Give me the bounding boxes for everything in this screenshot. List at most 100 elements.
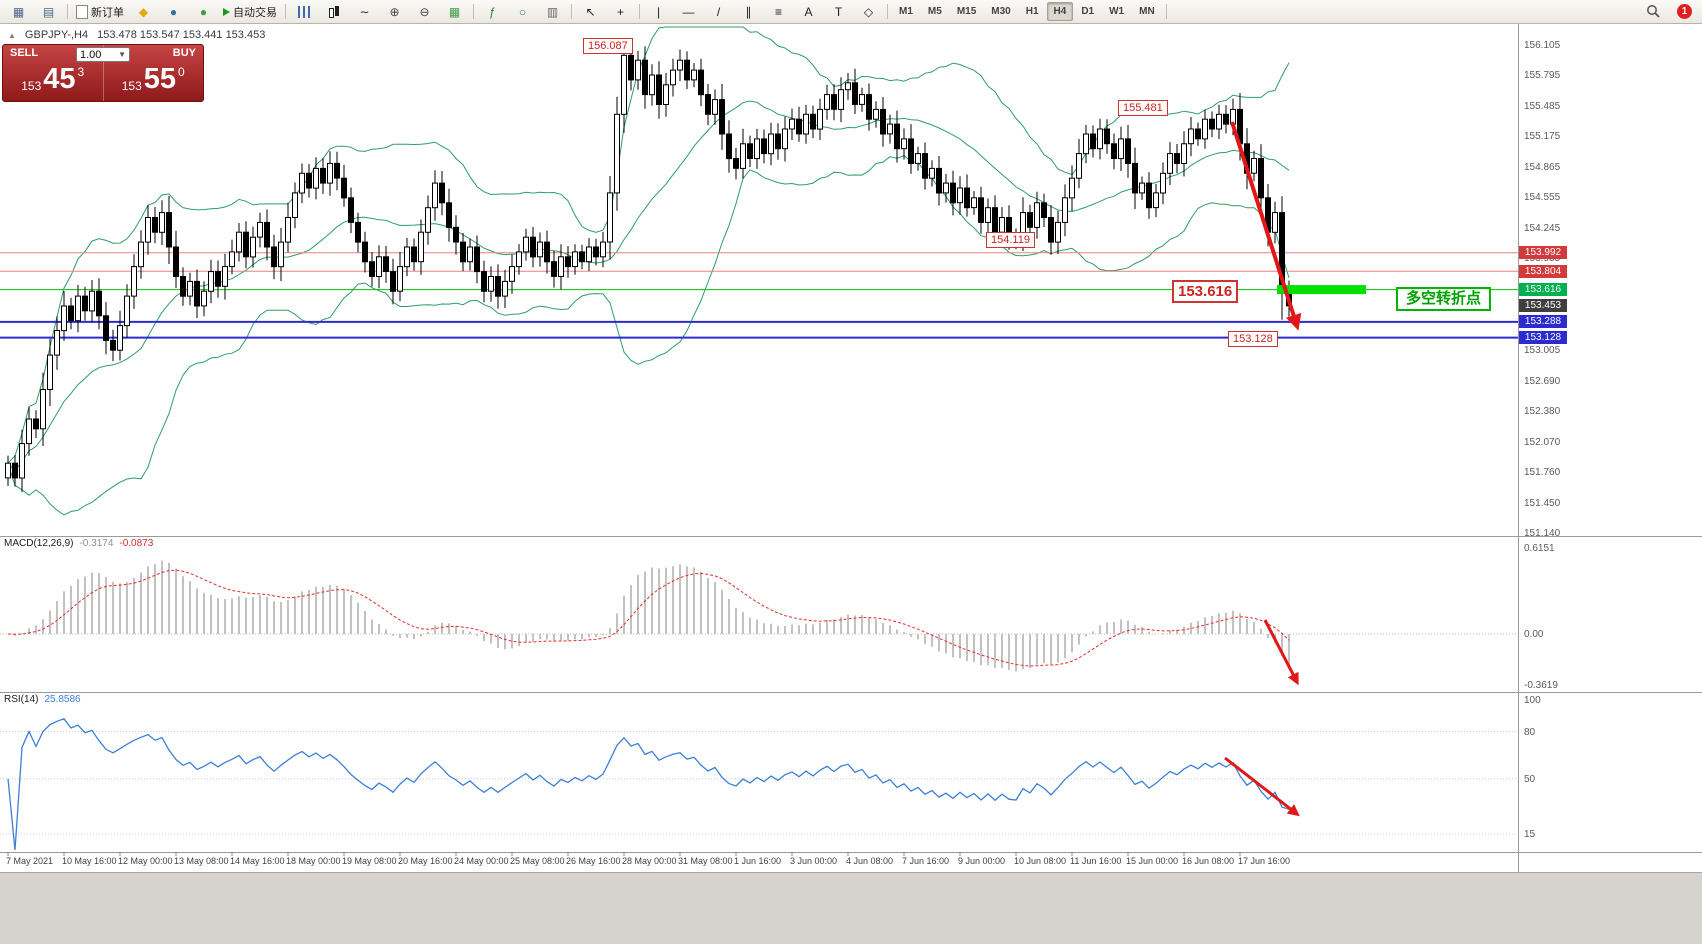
new-chart-icon[interactable]: ▦ [4,1,33,23]
timeframe-m1[interactable]: M1 [899,6,913,17]
shapes-icon[interactable]: ◇ [854,1,883,23]
time-axis-label: 7 May 2021 [6,856,54,866]
price-axis-label: 152.380 [1524,406,1561,417]
search-icon [1647,5,1660,18]
sell-price-big: 45 [43,63,76,95]
time-axis-label: 16 Jun 08:00 [1182,856,1235,866]
profiles-icon[interactable]: ▤ [34,1,63,23]
tile-windows-icon[interactable]: ▦ [440,1,469,23]
candlestick-chart-icon[interactable] [320,1,349,23]
macd-axis-label: 0.00 [1524,629,1544,640]
new-order-button-label: 新订单 [91,6,124,19]
time-axis-label: 26 May 16:00 [566,856,621,866]
cursor-icon[interactable]: ↖ [576,1,605,23]
shapes-icon-glyph: ◇ [863,4,874,19]
zoom-in-icon-glyph: ⊕ [389,4,400,19]
time-axis-label: 3 Jun 00:00 [790,856,838,866]
text-icon-glyph: A [804,4,813,19]
fibonacci-icon[interactable]: ≡ [764,1,793,23]
price-callout-label: 155.481 [1118,100,1168,116]
vertical-line-icon[interactable]: | [644,1,673,23]
new-order-button[interactable]: 新订单 [72,1,128,23]
buy-price: 153 55 0 [104,61,204,101]
strategy-tester-icon[interactable]: ● [189,1,218,23]
time-axis-label: 28 May 00:00 [622,856,677,866]
price-axis-label: 153.005 [1524,345,1561,356]
price-tag: 153.453 [1519,299,1567,312]
text-label-icon[interactable]: T [824,1,853,23]
rsi-axis-label: 100 [1524,695,1541,706]
time-axis-label: 15 Jun 00:00 [1126,856,1179,866]
macd-signal-value: -0.0873 [119,538,154,549]
toolbar-separator [571,4,572,19]
text-label-icon-glyph: T [834,4,843,19]
timeframe-h1[interactable]: H1 [1025,6,1039,17]
buy-price-big: 55 [143,63,177,95]
periods-icon[interactable]: ○ [508,1,537,23]
templates-icon-glyph: ▥ [546,4,559,19]
sell-price-main: 153 [21,79,42,93]
time-axis-label: 17 Jun 16:00 [1238,856,1291,866]
trendline-icon[interactable]: / [704,1,733,23]
toolbar-separator [473,4,474,19]
rsi-label: RSI(14) 25.8586 [4,694,81,705]
market-watch-icon-glyph: ● [169,4,178,19]
periods-icon-glyph: ○ [518,4,527,19]
toolbar-items: ▦ ▤ 新订单 ◆ ● ● 自动交易 ∼ ⊕ ⊖ ▦ ƒ ○ ▥ ↖ + | — / ∥ ≡ A T ◇ M1 M5 M15 M30 H… [4,1,1170,23]
timeframe-w1[interactable]: W1 [1109,6,1125,17]
cursor-icon-glyph: ↖ [585,4,596,19]
buy-price-sup: 0 [178,65,185,79]
autotrading-button[interactable]: 自动交易 [219,1,281,23]
toolbar-separator [639,4,640,19]
price-callout-label: 153.128 [1228,331,1278,347]
metaeditor-icon-glyph: ◆ [138,4,149,19]
fibonacci-icon-glyph: ≡ [774,4,782,19]
notification-badge[interactable]: 1 [1677,4,1692,19]
price-axis-label: 154.865 [1524,162,1561,173]
toolbar-separator [285,4,286,19]
timeframe-h4[interactable]: H4 [1046,2,1074,21]
line-chart-icon[interactable]: ∼ [350,1,379,23]
templates-icon[interactable]: ▥ [538,1,567,23]
price-axis-label: 152.070 [1524,437,1561,448]
horizontal-line-icon[interactable]: — [674,1,703,23]
text-icon[interactable]: A [794,1,823,23]
chart-background [0,24,1702,872]
time-axis-label: 10 May 16:00 [62,856,117,866]
equidistant-channel-icon[interactable]: ∥ [734,1,763,23]
zoom-out-icon[interactable]: ⊖ [410,1,439,23]
timeframe-m30[interactable]: M30 [991,6,1011,17]
market-watch-icon[interactable]: ● [159,1,188,23]
lot-size-input[interactable]: 1.00 ▼ [76,47,130,62]
price-axis-label: 151.140 [1524,528,1561,539]
vertical-line-icon-glyph: | [656,4,661,19]
bar-chart-icon[interactable] [290,1,319,23]
timeframe-m5[interactable]: M5 [927,6,942,17]
price-axis-label: 151.450 [1524,498,1561,509]
metaeditor-icon[interactable]: ◆ [129,1,158,23]
symbol-info-line: ▲ GBPJPY-,H4 153.478 153.547 153.441 153… [8,29,265,41]
timeframe-d1[interactable]: D1 [1081,6,1095,17]
macd-main-value: -0.3174 [79,538,114,549]
price-callout-label: 156.087 [583,38,633,54]
indicators-icon[interactable]: ƒ [478,1,507,23]
timeframe-m15[interactable]: M15 [956,6,977,17]
new-chart-icon-glyph: ▦ [12,4,25,19]
price-tag: 153.992 [1519,246,1567,259]
macd-axis-label: 0.6151 [1524,543,1555,554]
timeframe-mn[interactable]: MN [1139,6,1155,17]
price-axis-label: 151.760 [1524,467,1561,478]
time-axis-label: 18 May 00:00 [286,856,341,866]
strategy-tester-icon-glyph: ● [199,4,208,19]
price-tag: 153.128 [1519,331,1567,344]
macd-name: MACD(12,26,9) [4,538,74,549]
time-axis-label: 12 May 00:00 [118,856,173,866]
horizontal-line-icon-glyph: — [682,4,695,19]
crosshair-icon[interactable]: + [606,1,635,23]
search-icon[interactable] [1639,1,1668,23]
rsi-axis-label: 15 [1524,829,1536,840]
candlestick-chart-icon-glyph [328,5,341,19]
zoom-in-icon[interactable]: ⊕ [380,1,409,23]
time-axis-label: 11 Jun 16:00 [1070,856,1122,866]
